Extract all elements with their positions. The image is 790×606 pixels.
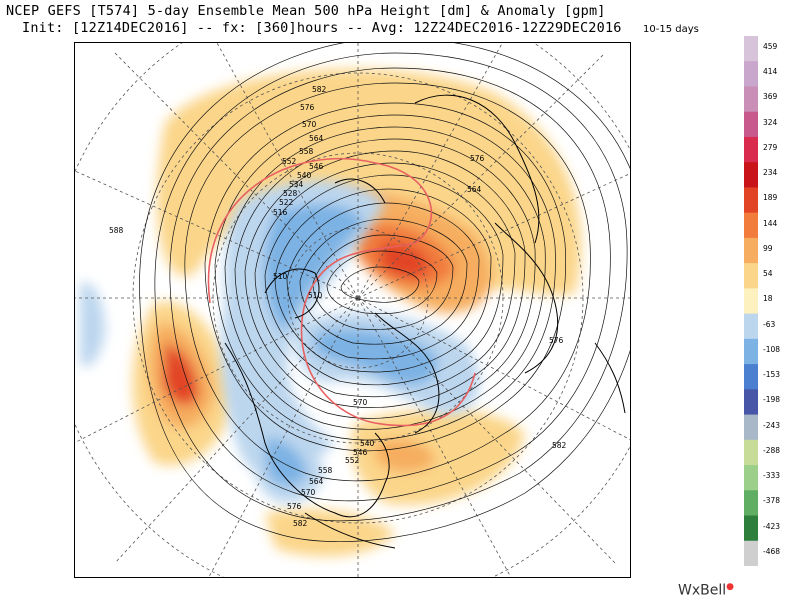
highlight-contour — [207, 157, 476, 427]
colorbar-swatch — [744, 288, 758, 315]
colorbar-label: 144 — [763, 218, 778, 228]
colorbar-swatch — [744, 313, 758, 340]
colorbar-label: 369 — [763, 92, 778, 102]
negative-anomaly-shading — [80, 180, 480, 504]
colorbar-swatch — [744, 212, 758, 239]
contour-label: 552 — [282, 157, 297, 166]
contour-label: 570 — [301, 488, 316, 497]
contour-label: 546 — [353, 448, 368, 457]
colorbar-label: -108 — [763, 344, 781, 354]
contour-label: 540 — [360, 439, 375, 448]
contour-label: 534 — [289, 180, 304, 189]
polar-map: 582 576 570 564 558 552 546 540 534 528 … — [74, 42, 631, 578]
contour-label: 564 — [467, 185, 482, 194]
colorbar-label: 279 — [763, 142, 778, 152]
chart-subtitle: Init: [12Z14DEC2016] -- fx: [360]hours -… — [22, 20, 622, 36]
colorbar-swatch — [744, 187, 758, 214]
colorbar-label: -333 — [763, 471, 781, 481]
contour-label: 588 — [109, 226, 124, 235]
colorbar-label: 18 — [763, 294, 773, 304]
contour-label: 576 — [549, 336, 564, 345]
contour-label: 564 — [309, 477, 324, 486]
colorbar-label: 234 — [763, 168, 778, 178]
contour-label: 582 — [293, 519, 308, 528]
colorbar-swatch — [744, 490, 758, 517]
colorbar-swatch — [744, 237, 758, 264]
colorbar-swatch — [744, 414, 758, 441]
colorbar-label: 414 — [763, 67, 778, 77]
colorbar-swatch — [744, 86, 758, 113]
colorbar-label: 459 — [763, 42, 778, 51]
colorbar-label: -63 — [763, 319, 776, 329]
colorbar-swatch — [744, 439, 758, 466]
colorbar-label: -288 — [763, 445, 781, 455]
colorbar-label: 54 — [763, 269, 773, 279]
contour-label: 576 — [470, 154, 485, 163]
colorbar-swatch — [744, 338, 758, 365]
colorbar-swatch — [744, 389, 758, 416]
contour-label: 576 — [300, 103, 315, 112]
contour-label: 576 — [287, 502, 302, 511]
logo-dot-icon: ● — [726, 582, 734, 592]
colorbar-label: -378 — [763, 496, 781, 506]
colorbar-swatch — [744, 111, 758, 138]
chart-title: NCEP GEFS [T574] 5-day Ensemble Mean 500… — [6, 3, 606, 19]
contour-label: 582 — [312, 85, 327, 94]
colorbar-label: -153 — [763, 370, 781, 380]
contour-label: 528 — [283, 189, 298, 198]
contour-label: 540 — [297, 171, 312, 180]
colorbar-swatch — [744, 465, 758, 491]
colorbar-label: -198 — [763, 395, 781, 405]
colorbar-swatch — [744, 540, 758, 566]
map-svg: 582 576 570 564 558 552 546 540 534 528 … — [75, 43, 630, 577]
colorbar-swatch — [744, 263, 758, 289]
contour-label: 552 — [345, 456, 360, 465]
contour-label: 558 — [318, 466, 333, 475]
contour-label: 522 — [279, 198, 294, 207]
colorbar-label: -243 — [763, 420, 781, 430]
forecast-period: 10-15 days — [643, 24, 699, 35]
colorbar-label: 99 — [763, 243, 773, 253]
contour-label: 564 — [309, 134, 324, 143]
contour-label: 510 — [308, 291, 323, 300]
contour-label: 546 — [309, 162, 324, 171]
logo-text: WxBell — [678, 582, 727, 599]
colorbar-label: 324 — [763, 117, 778, 127]
contour-label: 570 — [353, 398, 368, 407]
contour-label: 570 — [302, 120, 317, 129]
colorbar-swatch — [744, 61, 758, 87]
contour-label: 510 — [273, 272, 288, 281]
colorbar-swatch — [744, 36, 758, 62]
colorbar — [744, 36, 758, 566]
colorbar-label: -423 — [763, 521, 781, 531]
colorbar-swatch — [744, 364, 758, 390]
colorbar-label: -468 — [763, 546, 781, 556]
wxbell-logo: WxBell● — [678, 582, 734, 599]
contour-label: 516 — [273, 208, 288, 217]
colorbar-swatch — [744, 136, 758, 163]
colorbar-label: 189 — [763, 193, 778, 203]
contour-label: 582 — [552, 441, 567, 450]
contour-label-group: 582 576 570 564 558 552 546 540 534 528 … — [109, 85, 567, 528]
contour-label: 558 — [299, 147, 314, 156]
colorbar-swatch — [744, 162, 758, 188]
colorbar-swatch — [744, 515, 758, 542]
coastlines — [224, 94, 626, 549]
